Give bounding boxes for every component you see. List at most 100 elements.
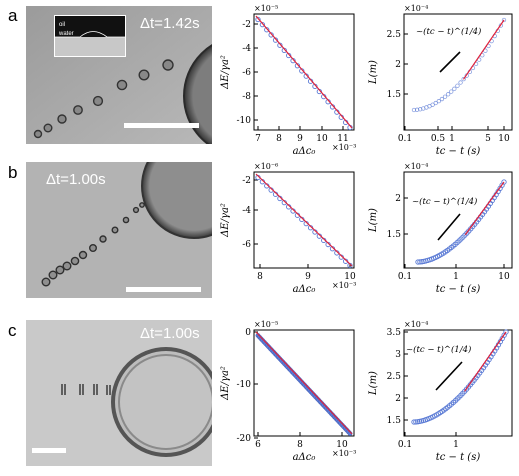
- energy-xtick-label: 10: [336, 440, 348, 450]
- length-data-point: [433, 100, 438, 106]
- energy-xlabel: aΔc₀: [293, 284, 316, 295]
- energy-xlabel: aΔc₀: [293, 146, 316, 157]
- energy-plot-c: 0 -10 -206 8 10 ×10⁻⁵ ×10⁻³ aΔc₀ ΔE/γa²: [220, 320, 356, 463]
- photo-c-scene: [26, 320, 212, 466]
- length-data-point: [414, 107, 420, 112]
- energy-xtick-label: 10: [316, 134, 328, 144]
- energy-ytick-label: -6: [242, 68, 251, 78]
- length-ytick-label: 2: [395, 194, 401, 204]
- energy-xtick-label: 6: [255, 440, 261, 450]
- length-fit-line: [464, 181, 505, 236]
- length-data-point: [415, 419, 421, 425]
- panel-label-c: c: [8, 321, 17, 340]
- length-data-point: [461, 76, 466, 82]
- length-ytick-label: 3: [395, 350, 401, 360]
- inset-oil-label: oil: [59, 22, 66, 28]
- length-fit-line: [464, 331, 507, 392]
- energy-ylabel: ΔE/γa²: [220, 366, 231, 401]
- length-ytick-label: 1.5: [387, 90, 402, 100]
- length-xtick-label: 0.5: [431, 134, 446, 144]
- energy-ytick-label: -10: [237, 116, 252, 126]
- length-plot-b: 2 1.5 0.1 1 10 ×10⁻⁴ tc − t (s) L(m) ~(tc − t)^(…: [368, 162, 513, 295]
- length-xtick-label: 1: [453, 440, 459, 450]
- energy-y-exponent: ×10⁻⁵: [254, 4, 278, 13]
- length-ytick-label: 2.5: [387, 372, 402, 382]
- energy-y-exponent: ×10⁻⁵: [254, 320, 278, 329]
- inset-oil-water: oil water: [54, 15, 126, 57]
- panel-label-b: b: [8, 163, 18, 182]
- scale-bar-b: [126, 287, 201, 292]
- time-label-c: Δt=1.00s: [140, 325, 200, 342]
- length-fit-line: [463, 19, 505, 80]
- energy-ytick-label: -8: [242, 92, 251, 102]
- length-data-point: [449, 89, 454, 94]
- length-data-point: [458, 80, 463, 85]
- energy-y-exponent: ×10⁻⁶: [254, 162, 278, 171]
- length-ylabel: L(m): [368, 60, 379, 85]
- length-y-exponent: ×10⁻⁴: [404, 320, 428, 329]
- length-data-point: [436, 98, 441, 104]
- photo-c: Δt=1.00s: [26, 320, 212, 466]
- energy-data-point: [264, 27, 270, 33]
- energy-x-exponent: ×10⁻³: [332, 449, 356, 458]
- energy-fit-line: [255, 331, 353, 435]
- energy-xtick-label: 7: [255, 134, 261, 144]
- length-xtick-label: 0.1: [398, 440, 412, 450]
- energy-xlabel: aΔc₀: [293, 452, 316, 463]
- length-data-point: [411, 107, 417, 113]
- length-y-exponent: ×10⁻⁴: [404, 162, 428, 171]
- length-xtick-label: 0.1: [398, 134, 412, 144]
- length-annotation: ~(tc − t)^(1/4): [406, 344, 471, 355]
- length-data-point: [455, 83, 460, 88]
- length-ylabel: L(m): [368, 208, 379, 233]
- energy-ytick-label: -4: [242, 206, 251, 216]
- length-data-point: [413, 419, 419, 425]
- length-xtick-label: 5: [485, 134, 491, 144]
- length-frame: [403, 13, 513, 131]
- length-xtick-label: 0.1: [398, 272, 412, 282]
- energy-plot-a: -2 -4 -6 -8 -107 8 9 10 11 ×10⁻⁵ ×10⁻³ aΔc₀ ΔE/γa²: [220, 4, 356, 157]
- length-ytick-label: 3.5: [387, 328, 402, 338]
- energy-ytick-label: 0: [245, 328, 251, 338]
- energy-fit-line: [255, 173, 353, 267]
- length-data-point: [445, 92, 451, 97]
- inset-water-label: water: [59, 31, 74, 37]
- length-ytick-label: 2.5: [387, 30, 402, 40]
- length-data-point: [503, 329, 509, 335]
- energy-xtick-label: 8: [257, 272, 263, 282]
- length-slope-line: [439, 51, 461, 73]
- length-data-point: [501, 17, 507, 23]
- length-data-point: [411, 419, 417, 425]
- length-xlabel: tc − t (s): [436, 146, 481, 157]
- photo-b-scene: [26, 162, 212, 298]
- length-xlabel: tc − t (s): [436, 284, 481, 295]
- energy-data-point: [255, 16, 261, 23]
- energy-xtick-label: 9: [305, 272, 311, 282]
- length-data-point: [439, 96, 445, 102]
- energy-x-exponent: ×10⁻³: [332, 281, 356, 290]
- length-plot-c: 3.5 3 2.5 2 1.5 0.1 1 ×10⁻⁴ tc − t (s) L(m) ~(tc −…: [368, 320, 513, 463]
- length-data-point: [452, 86, 457, 91]
- length-annotation: ~(tc − t)^(1/4): [412, 196, 477, 207]
- photo-b: Δt=1.00s: [26, 162, 212, 298]
- energy-ytick-label: -10: [237, 380, 252, 390]
- energy-ytick-label: -20: [237, 434, 252, 444]
- length-data-point: [415, 259, 421, 265]
- length-ytick-label: 1.5: [387, 230, 402, 240]
- length-plot-a: 2.5 2 1.5 0.1 0.5 1 5 10 ×10⁻⁴ tc − t (s) L(m) ~(tc…: [368, 4, 513, 157]
- length-xtick-label: 10: [498, 134, 510, 144]
- length-data-point: [442, 94, 448, 99]
- length-xtick-label: 1: [449, 134, 455, 144]
- scale-bar-a: [124, 123, 199, 128]
- length-xtick-label: 1: [453, 272, 459, 282]
- energy-xtick-label: 9: [297, 134, 303, 144]
- length-xlabel: tc − t (s): [436, 452, 481, 463]
- length-y-exponent: ×10⁻⁴: [404, 4, 428, 13]
- energy-x-exponent: ×10⁻³: [332, 143, 356, 152]
- energy-fit-line: [255, 15, 353, 129]
- scale-bar-c: [32, 448, 66, 453]
- length-ylabel: L(m): [368, 371, 379, 396]
- energy-ytick-label: -2: [242, 20, 251, 30]
- length-ytick-label: 1.5: [387, 416, 402, 426]
- time-label-a: Δt=1.42s: [140, 15, 200, 32]
